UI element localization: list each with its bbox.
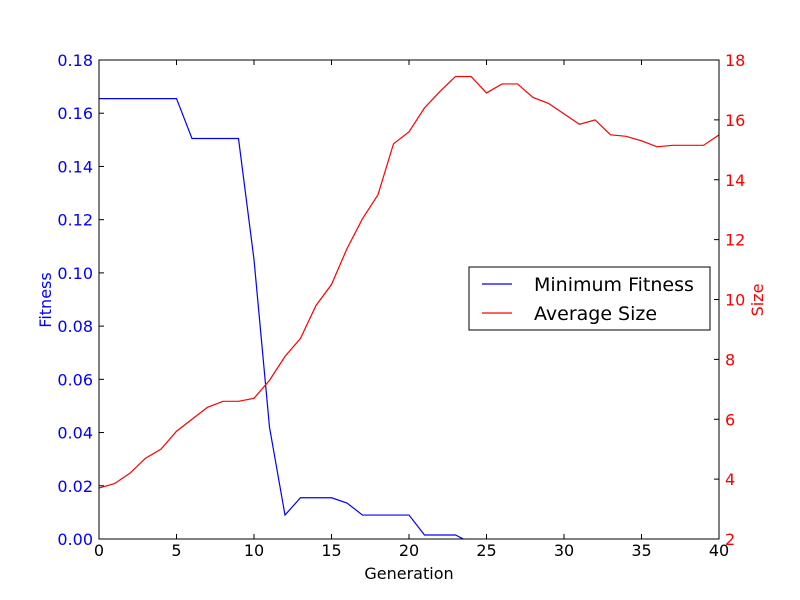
x-tick-label: 15 — [321, 541, 341, 560]
left-y-tick-label: 0.10 — [57, 264, 93, 283]
legend: Minimum Fitness Average Size — [468, 266, 711, 331]
right-y-tick-label: 10 — [725, 291, 745, 310]
right-y-tick-label: 2 — [725, 530, 735, 549]
right-y-tick-label: 16 — [725, 111, 745, 130]
left-y-tick-label: 0.02 — [57, 477, 93, 496]
left-y-axis: 0.00 0.02 0.04 0.06 0.08 0.10 0.12 0.14 0.16 0.18 — [57, 51, 104, 549]
left-y-tick-label: 0.16 — [57, 104, 93, 123]
series-line-minimum-fitness — [99, 97, 465, 539]
right-y-tick-label: 14 — [725, 171, 745, 190]
right-y-tick-label: 18 — [725, 51, 745, 70]
series-line-average-size — [99, 75, 719, 489]
left-y-tick-label: 0.00 — [57, 530, 93, 549]
right-y-axis-title: Size — [748, 284, 767, 317]
legend-box — [468, 266, 711, 331]
right-y-tick-label: 12 — [725, 231, 745, 250]
x-tick-label: 25 — [476, 541, 496, 560]
right-y-tick-label: 6 — [725, 410, 735, 429]
x-tick-label: 30 — [554, 541, 574, 560]
legend-label: Minimum Fitness — [534, 274, 694, 296]
x-tick-label: 35 — [631, 541, 651, 560]
x-tick-label: 20 — [399, 541, 419, 560]
x-tick-label: 40 — [709, 541, 729, 560]
right-y-axis: 2 4 6 8 10 12 14 16 18 — [714, 51, 745, 549]
left-y-tick-label: 0.04 — [57, 424, 93, 443]
left-y-tick-label: 0.14 — [57, 157, 93, 176]
legend-label: Average Size — [534, 303, 657, 325]
x-axis-title: Generation — [364, 564, 453, 583]
left-y-axis-title: Fitness — [36, 272, 55, 327]
left-y-tick-label: 0.12 — [57, 211, 93, 230]
x-tick-label: 10 — [244, 541, 264, 560]
x-axis: 0 5 10 15 20 25 30 35 40 — [94, 60, 729, 560]
right-y-tick-label: 4 — [725, 470, 735, 489]
left-y-tick-label: 0.06 — [57, 370, 93, 389]
x-tick-label: 5 — [171, 541, 181, 560]
right-y-tick-label: 8 — [725, 350, 735, 369]
left-y-tick-label: 0.18 — [57, 51, 93, 70]
x-tick-label: 0 — [94, 541, 104, 560]
left-y-tick-label: 0.08 — [57, 317, 93, 336]
